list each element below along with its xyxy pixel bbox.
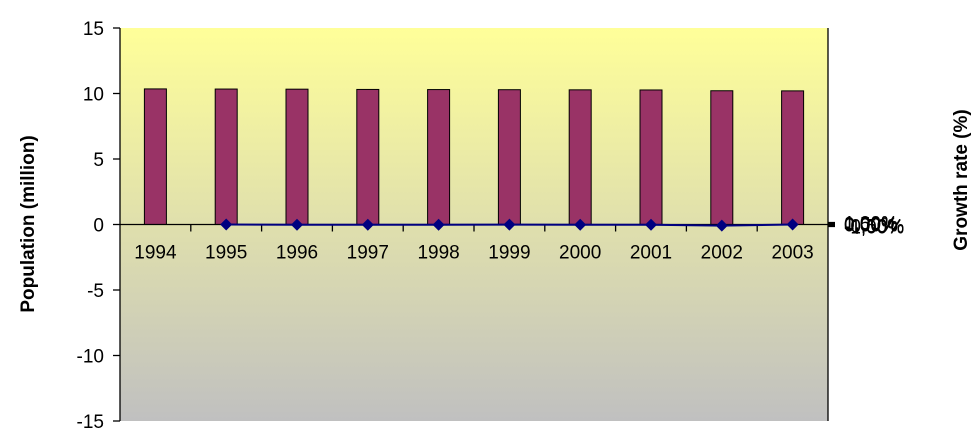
right-tick-label: 0,00% bbox=[844, 216, 898, 237]
bar-1994 bbox=[143, 88, 167, 226]
left-tick-label: -5 bbox=[87, 281, 104, 302]
bar-2003 bbox=[781, 90, 805, 225]
growth-rate-point bbox=[786, 218, 799, 231]
x-tick-label: 2002 bbox=[701, 243, 743, 264]
x-tick-label: 2003 bbox=[771, 243, 813, 264]
left-axis-title: Population (million) bbox=[18, 135, 39, 312]
bar-1995 bbox=[214, 88, 238, 225]
left-tick-label: 10 bbox=[83, 85, 104, 106]
right-tick-label: -1,00% bbox=[844, 217, 904, 238]
x-tick-label: 2000 bbox=[559, 243, 601, 264]
bar-1997 bbox=[356, 88, 380, 226]
right-tick-label: -0,50% bbox=[844, 216, 904, 237]
growth-rate-point bbox=[503, 218, 516, 231]
bar-1996 bbox=[285, 88, 309, 225]
x-tick-label: 1998 bbox=[417, 243, 459, 264]
x-tick-label: 1995 bbox=[205, 243, 247, 264]
x-tick-label: 1996 bbox=[276, 243, 318, 264]
bar-2000 bbox=[568, 89, 592, 225]
left-tick-label: -10 bbox=[77, 347, 104, 368]
x-tick-label: 2001 bbox=[630, 243, 672, 264]
right-tick-label: 0,50% bbox=[844, 215, 898, 236]
left-tick-label: 0 bbox=[93, 216, 104, 237]
growth-rate-point bbox=[291, 218, 303, 231]
population-bars bbox=[143, 88, 805, 226]
bar-1998 bbox=[427, 89, 451, 225]
left-tick-label: -15 bbox=[77, 412, 104, 430]
growth-rate-point bbox=[432, 218, 445, 231]
left-tick-label: 15 bbox=[83, 19, 104, 40]
bar-2001 bbox=[639, 89, 663, 225]
x-tick-label: 1999 bbox=[488, 243, 530, 264]
x-tick-label: 1997 bbox=[347, 243, 389, 264]
growth-rate-point bbox=[361, 218, 374, 231]
left-axis-tick-labels: 15 10 5 0 -5 -10 -15 bbox=[77, 19, 104, 430]
bar-2002 bbox=[710, 90, 734, 226]
right-axis-tick-labels: 1,00%0,50%0,00%-0,50%-1,00% bbox=[844, 214, 904, 239]
growth-rate-line bbox=[220, 218, 799, 232]
bar-1999 bbox=[497, 89, 521, 225]
growth-rate-point bbox=[220, 218, 233, 231]
right-axis-title: Growth rate (%) bbox=[951, 109, 972, 250]
left-tick-label: 5 bbox=[93, 150, 104, 171]
right-tick-label: 1,00% bbox=[844, 214, 898, 235]
growth-rate-point bbox=[645, 218, 657, 231]
growth-rate-point bbox=[574, 218, 587, 231]
x-tick-label: 1994 bbox=[134, 243, 177, 264]
x-axis-labels: 1994 1995 1996 1997 1998 1999 2000 2001 2002 2003 bbox=[134, 243, 813, 264]
growth-rate-point bbox=[715, 219, 728, 232]
